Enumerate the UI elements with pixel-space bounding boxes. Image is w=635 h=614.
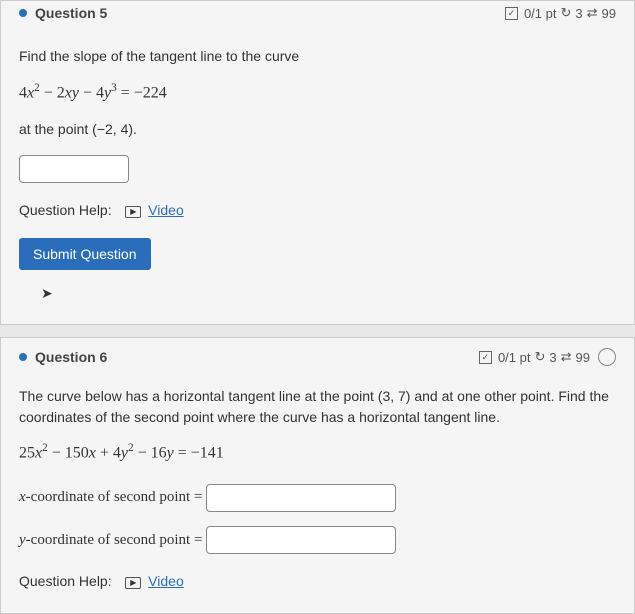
active-dot-icon bbox=[19, 9, 27, 17]
x-coord-input[interactable] bbox=[206, 484, 396, 512]
video-play-icon: ▶ bbox=[125, 206, 141, 218]
prompt-line-1: Find the slope of the tangent line to th… bbox=[19, 43, 616, 70]
y-coord-input[interactable] bbox=[206, 526, 396, 554]
video-link[interactable]: Video bbox=[148, 202, 184, 218]
help-label: Question Help: bbox=[19, 573, 112, 589]
question-5-points: ✓ 0/1 pt ↻ 3 ⇄ 99 bbox=[505, 5, 616, 21]
question-5-body: Find the slope of the tangent line to th… bbox=[0, 25, 635, 325]
score-box-icon: ✓ bbox=[479, 351, 492, 364]
retry-icon: ↻ bbox=[534, 349, 545, 365]
equation-1: 4x2 − 2xy − 4y3 = −224 bbox=[19, 78, 616, 109]
attempts-count: 99 bbox=[602, 6, 616, 21]
prompt-line-2: at the point (−2, 4). bbox=[19, 116, 616, 143]
prompt-q6: The curve below has a horizontal tangent… bbox=[19, 386, 616, 428]
points-text: 0/1 pt bbox=[524, 6, 557, 21]
video-link[interactable]: Video bbox=[148, 573, 184, 589]
help-row-q6: Question Help: ▶ Video bbox=[19, 568, 616, 595]
cursor-icon: ➤ bbox=[41, 280, 616, 307]
question-6-body: The curve below has a horizontal tangent… bbox=[0, 376, 635, 613]
question-5-content: Find the slope of the tangent line to th… bbox=[19, 33, 616, 306]
question-6-title: Question 6 bbox=[35, 349, 107, 365]
score-box-icon: ✓ bbox=[505, 7, 518, 20]
help-label: Question Help: bbox=[19, 202, 112, 218]
question-6-points: ✓ 0/1 pt ↻ 3 ⇄ 99 bbox=[479, 348, 616, 366]
question-5-title-wrap: Question 5 bbox=[19, 5, 107, 21]
retry-count: 3 bbox=[575, 6, 582, 21]
question-5-title: Question 5 bbox=[35, 5, 107, 21]
help-row-q5: Question Help: ▶ Video bbox=[19, 197, 616, 224]
retry-icon: ↻ bbox=[560, 5, 571, 21]
question-6-content: The curve below has a horizontal tangent… bbox=[19, 376, 616, 594]
active-dot-icon bbox=[19, 353, 27, 361]
switch-icon: ⇄ bbox=[561, 349, 572, 365]
video-play-icon: ▶ bbox=[125, 577, 141, 589]
switch-icon: ⇄ bbox=[587, 5, 598, 21]
x-coord-row: x-coordinate of second point = bbox=[19, 483, 616, 512]
points-text: 0/1 pt bbox=[498, 350, 531, 365]
question-6-title-wrap: Question 6 bbox=[19, 349, 107, 365]
question-5-header: Question 5 ✓ 0/1 pt ↻ 3 ⇄ 99 bbox=[0, 0, 635, 25]
x-coord-label: x-coordinate of second point = bbox=[19, 489, 202, 505]
slope-input[interactable] bbox=[19, 155, 129, 183]
equation-2: 25x2 − 150x + 4y2 − 16y = −141 bbox=[19, 438, 616, 469]
retry-count: 3 bbox=[549, 350, 556, 365]
details-circle-icon[interactable] bbox=[598, 348, 616, 366]
attempts-count: 99 bbox=[576, 350, 590, 365]
submit-question-button[interactable]: Submit Question bbox=[19, 238, 151, 270]
question-6-header: Question 6 ✓ 0/1 pt ↻ 3 ⇄ 99 bbox=[0, 337, 635, 376]
y-coord-label: y-coordinate of second point = bbox=[19, 532, 202, 548]
y-coord-row: y-coordinate of second point = bbox=[19, 526, 616, 555]
